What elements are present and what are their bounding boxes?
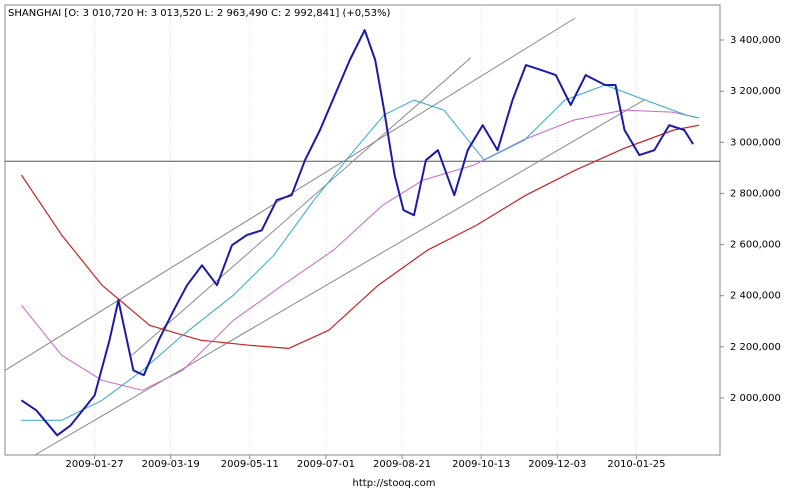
- x-tick-label: 2009-03-19: [142, 459, 200, 470]
- x-tick-label: 2009-05-11: [221, 459, 279, 470]
- y-tick-label: 2 800,000: [730, 188, 781, 199]
- series-line: [20, 29, 694, 437]
- x-tick-label: 2009-08-21: [373, 459, 431, 470]
- x-tick-label: 2009-10-13: [452, 459, 510, 470]
- x-tick-label: 2009-07-01: [297, 459, 355, 470]
- y-tick-label: 2 600,000: [730, 240, 781, 251]
- y-tick-label: 3 200,000: [730, 86, 781, 97]
- x-tick-label: 2010-01-25: [607, 459, 665, 470]
- y-tick-label: 2 000,000: [730, 393, 781, 404]
- y-tick-label: 2 400,000: [730, 291, 781, 302]
- y-tick-label: 2 200,000: [730, 342, 781, 353]
- y-tick-label: 3 400,000: [730, 35, 781, 46]
- series-line: [4, 17, 576, 371]
- y-tick-label: 3 000,000: [730, 137, 781, 148]
- footer: http://stooq.com: [353, 478, 436, 489]
- series-line: [20, 124, 700, 349]
- x-tick-label: 2009-12-03: [528, 459, 586, 470]
- chart-title: SHANGHAI [O: 3 010,720 H: 3 013,520 L: 2…: [8, 8, 391, 19]
- plot-area: [4, 4, 721, 456]
- x-tick-label: 2009-01-27: [65, 459, 123, 470]
- series-line: [34, 99, 645, 456]
- series-line: [131, 57, 472, 356]
